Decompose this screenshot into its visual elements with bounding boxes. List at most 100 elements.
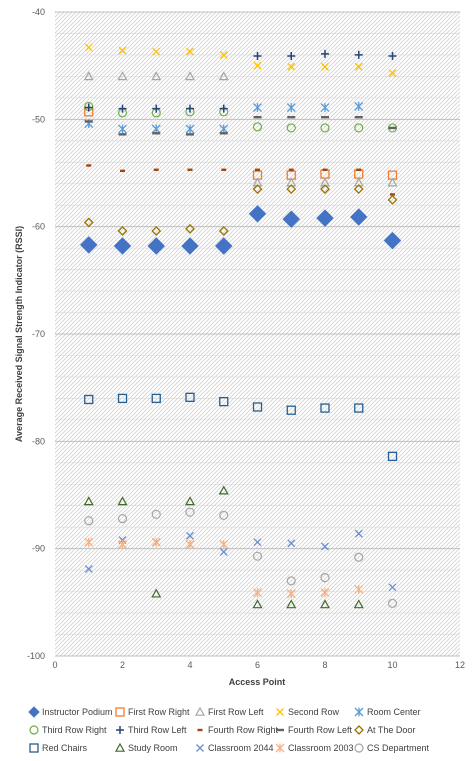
- legend-item-third-row-left: Third Row Left: [116, 725, 187, 735]
- data-point-at-the-door: [252, 184, 263, 195]
- legend-item-instructor-podium: Instructor Podium: [28, 706, 113, 718]
- y-axis-title: Average Received Signal Strength Indicat…: [14, 226, 24, 442]
- data-point-classroom-2003: [219, 539, 229, 549]
- legend-label: Second Row: [288, 707, 340, 717]
- data-point-red-chairs: [286, 405, 296, 415]
- legend-label: Third Row Right: [42, 725, 107, 735]
- legend-marker: [114, 742, 126, 752]
- data-point-fourth-row-right: [288, 168, 294, 171]
- legend-marker: [29, 725, 39, 735]
- data-point-third-row-left: [186, 104, 194, 113]
- data-point-fourth-row-left: [118, 133, 127, 136]
- data-point-third-row-left: [219, 104, 228, 113]
- data-point-second-row: [219, 50, 228, 59]
- legend-item-second-row: Second Row: [276, 707, 340, 717]
- data-point-first-row-left: [117, 71, 128, 81]
- data-point-classroom-2003: [253, 588, 262, 598]
- data-point-cs-department: [354, 552, 364, 562]
- legend-marker: [29, 743, 39, 753]
- x-tick-label: 12: [455, 660, 465, 670]
- data-point-room-center: [219, 124, 229, 134]
- data-point-at-the-door: [83, 217, 94, 228]
- data-point-second-row: [388, 69, 397, 78]
- data-point-study-room: [151, 588, 162, 598]
- data-point-third-row-left: [253, 52, 262, 61]
- data-point-classroom-2003: [118, 539, 127, 549]
- data-point-classroom-2044: [253, 538, 262, 547]
- data-point-third-row-left: [84, 103, 93, 112]
- data-point-second-row: [186, 47, 194, 56]
- series-at-the-door: [83, 184, 398, 236]
- legend: Instructor Podium First Row Right First Ro…: [28, 706, 430, 753]
- series-fourth-row-right: [86, 164, 395, 196]
- data-point-room-center: [354, 101, 364, 111]
- legend-label: Fourth Row Left: [288, 725, 353, 735]
- series-room-center: [84, 101, 364, 134]
- x-axis-title: Access Point: [229, 677, 286, 687]
- data-point-classroom-2003: [286, 589, 296, 599]
- legend-item-at-the-door: At The Door: [354, 725, 415, 735]
- data-point-classroom-2003: [151, 537, 161, 547]
- data-point-classroom-2003: [84, 537, 94, 547]
- data-point-classroom-2003: [320, 588, 330, 598]
- y-tick-label: -80: [32, 436, 45, 446]
- data-point-room-center: [185, 124, 195, 134]
- data-point-fourth-row-right: [255, 168, 260, 171]
- legend-marker: [354, 743, 364, 753]
- y-tick-label: -70: [32, 329, 45, 339]
- data-point-classroom-2044: [354, 529, 363, 538]
- legend-label: CS Department: [367, 743, 430, 753]
- data-point-at-the-door: [117, 226, 128, 236]
- series-study-room: [83, 485, 364, 609]
- data-point-at-the-door: [151, 226, 162, 236]
- data-point-fourth-row-left: [321, 115, 329, 119]
- legend-item-fourth-row-left: Fourth Row Left: [276, 725, 353, 735]
- legend-label: Classroom 2003: [288, 743, 354, 753]
- x-tick-label: 2: [120, 660, 125, 670]
- data-point-fourth-row-left: [219, 132, 228, 135]
- legend-marker: [28, 706, 40, 718]
- data-point-cs-department: [151, 509, 161, 519]
- data-point-study-room: [184, 496, 196, 506]
- data-point-fourth-row-left: [253, 115, 262, 119]
- data-point-fourth-row-left: [152, 132, 161, 135]
- data-series: [80, 43, 402, 609]
- data-point-classroom-2003: [185, 539, 195, 549]
- data-point-third-row-left: [118, 104, 127, 113]
- data-point-fourth-row-right: [86, 164, 92, 167]
- data-point-third-row-left: [388, 52, 397, 61]
- data-point-study-room: [353, 599, 364, 609]
- data-point-at-the-door: [185, 223, 195, 234]
- data-point-study-room: [252, 599, 263, 609]
- data-point-fourth-row-left: [354, 115, 363, 119]
- data-point-at-the-door: [286, 184, 297, 195]
- data-point-at-the-door: [387, 194, 398, 205]
- x-tick-label: 0: [52, 660, 57, 670]
- legend-marker: [115, 707, 125, 717]
- data-point-second-row: [287, 62, 296, 71]
- data-point-cs-department: [320, 573, 330, 583]
- legend-marker: [194, 706, 206, 716]
- data-point-fourth-row-right: [187, 168, 193, 171]
- legend-label: Room Center: [367, 707, 421, 717]
- data-point-third-row-right: [252, 122, 263, 132]
- data-point-red-chairs: [320, 403, 330, 413]
- x-tick-label: 4: [187, 660, 192, 670]
- data-point-instructor-podium: [80, 236, 98, 254]
- legend-item-classroom-2003: Classroom 2003: [275, 743, 354, 753]
- data-point-study-room: [319, 599, 331, 609]
- data-point-cs-department: [117, 514, 128, 524]
- legend-label: Instructor Podium: [42, 707, 113, 717]
- legend-item-first-row-right: First Row Right: [115, 707, 190, 717]
- series-fourth-row-left: [84, 115, 397, 136]
- data-point-classroom-2044: [219, 547, 228, 556]
- data-point-cs-department: [84, 516, 94, 526]
- data-point-classroom-2044: [84, 565, 93, 574]
- x-tick-label: 8: [322, 660, 327, 670]
- data-point-cs-department: [185, 507, 195, 517]
- data-point-cs-department: [219, 510, 229, 520]
- series-classroom-2044: [84, 529, 397, 592]
- data-point-first-row-left: [151, 71, 162, 81]
- legend-item-first-row-left: First Row Left: [194, 706, 264, 717]
